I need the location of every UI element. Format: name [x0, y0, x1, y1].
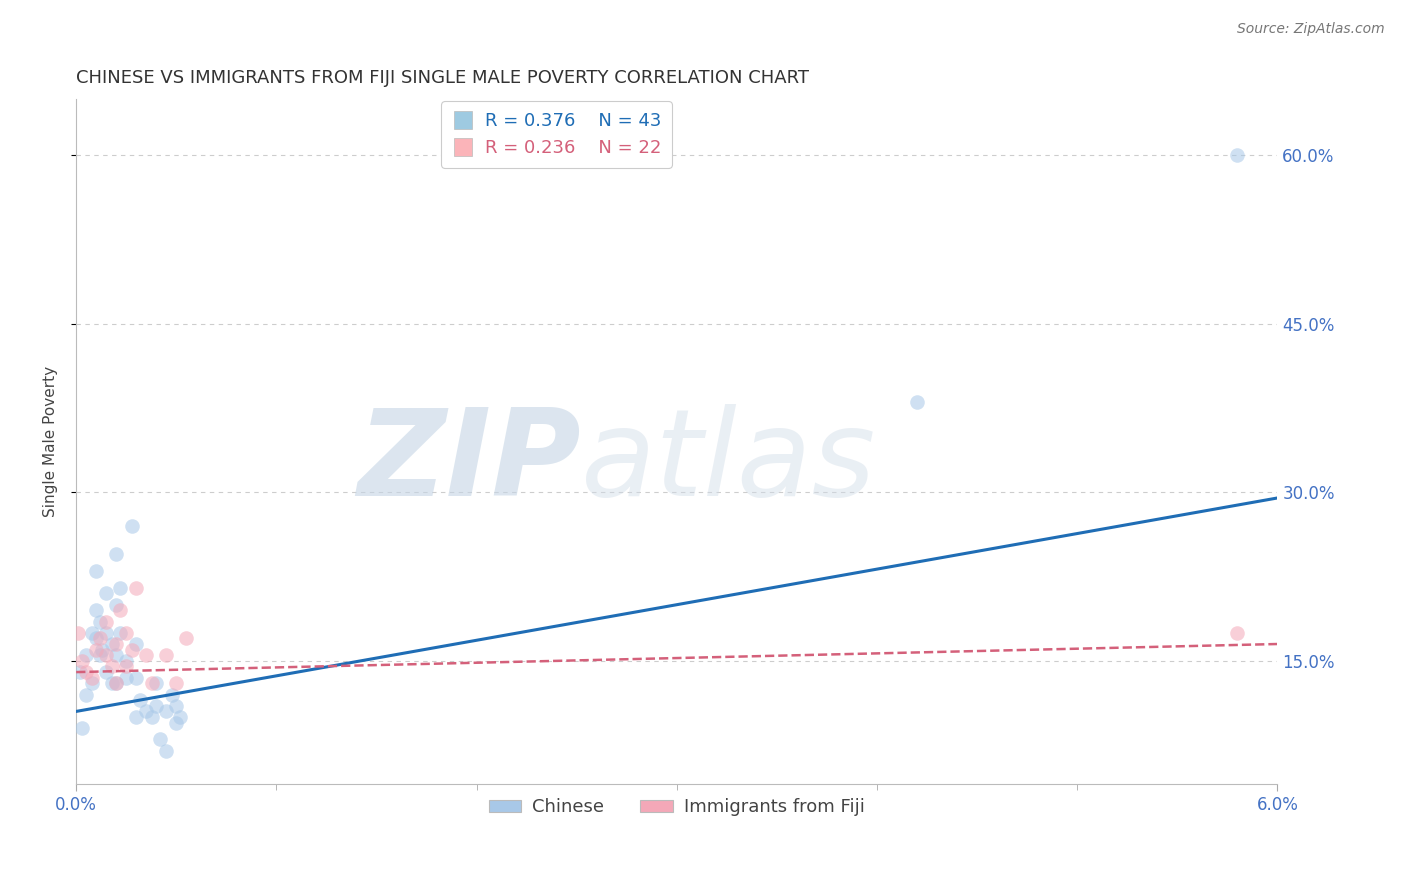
Point [115, 671, 138, 685]
Text: CHINESE VS IMMIGRANTS FROM FIJI SINGLE MALE POVERTY CORRELATION CHART: CHINESE VS IMMIGRANTS FROM FIJI SINGLE M… [76, 69, 810, 87]
Point [82, 625, 104, 640]
Point [165, 698, 187, 713]
Legend: Chinese, Immigrants from Fiji: Chinese, Immigrants from Fiji [482, 791, 872, 823]
Point [155, 648, 177, 663]
Point [110, 625, 132, 640]
Point [905, 395, 928, 409]
Point [89, 615, 111, 629]
Point [145, 676, 167, 690]
Point [84, 564, 107, 578]
Point [105, 637, 128, 651]
Point [125, 637, 148, 651]
Point [96, 615, 118, 629]
Point [89, 648, 111, 663]
Point [101, 659, 124, 673]
Point [105, 648, 128, 663]
Point [121, 642, 143, 657]
Point [110, 581, 132, 595]
Text: atlas: atlas [581, 404, 876, 521]
Point [70, 654, 93, 668]
Point [115, 625, 138, 640]
Point [110, 603, 132, 617]
Point [145, 698, 167, 713]
Point [82, 671, 104, 685]
Point [165, 715, 187, 730]
Text: ZIP: ZIP [357, 404, 581, 521]
Y-axis label: Single Male Poverty: Single Male Poverty [44, 367, 58, 517]
Point [70, 721, 93, 735]
Point [165, 676, 187, 690]
Point [174, 632, 197, 646]
Point [129, 693, 152, 707]
Point [75, 665, 97, 679]
Point [84, 642, 107, 657]
Point [96, 665, 118, 679]
Text: Source: ZipAtlas.com: Source: ZipAtlas.com [1237, 22, 1385, 37]
Point [115, 659, 138, 673]
Point [135, 648, 157, 663]
Point [67, 625, 90, 640]
Point [89, 632, 111, 646]
Point [169, 710, 191, 724]
Point [125, 671, 148, 685]
Point [121, 519, 143, 533]
Point [141, 710, 163, 724]
Point [105, 547, 128, 561]
Point [115, 654, 138, 668]
Point [135, 705, 157, 719]
Point [105, 676, 128, 690]
Point [91, 642, 114, 657]
Point [162, 688, 184, 702]
Point [82, 676, 104, 690]
Point [141, 676, 163, 690]
Point [125, 710, 148, 724]
Point [101, 676, 124, 690]
Point [69, 665, 91, 679]
Point [96, 586, 118, 600]
Point [101, 637, 124, 651]
Point [96, 648, 118, 663]
Point [84, 603, 107, 617]
Point [155, 744, 177, 758]
Point [75, 648, 97, 663]
Point [96, 625, 118, 640]
Point [125, 581, 148, 595]
Point [75, 688, 97, 702]
Point [105, 598, 128, 612]
Point [105, 676, 128, 690]
Point [155, 705, 177, 719]
Point [1226, 148, 1249, 162]
Point [149, 732, 172, 747]
Point [84, 632, 107, 646]
Point [1226, 625, 1249, 640]
